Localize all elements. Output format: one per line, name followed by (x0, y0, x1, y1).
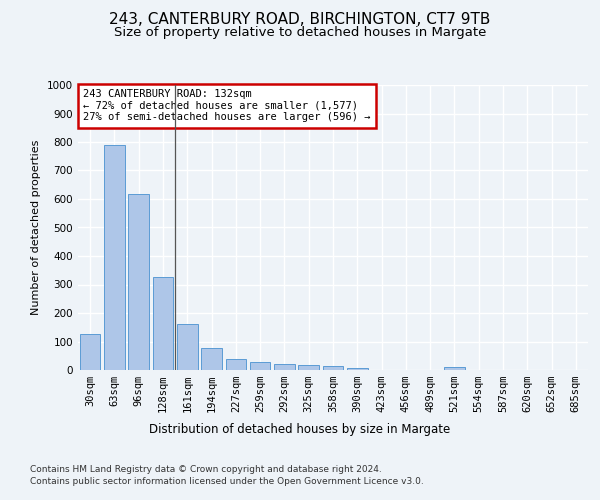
Text: 243 CANTERBURY ROAD: 132sqm
← 72% of detached houses are smaller (1,577)
27% of : 243 CANTERBURY ROAD: 132sqm ← 72% of det… (83, 90, 371, 122)
Bar (347, 368, 368, 370)
Text: Contains public sector information licensed under the Open Government Licence v3: Contains public sector information licen… (30, 478, 424, 486)
Bar (177, 324, 197, 370)
Bar (128, 194, 149, 370)
Bar (226, 358, 246, 370)
Text: Contains HM Land Registry data © Crown copyright and database right 2024.: Contains HM Land Registry data © Crown c… (30, 465, 382, 474)
Bar (104, 145, 125, 370)
Bar (250, 362, 271, 370)
Y-axis label: Number of detached properties: Number of detached properties (31, 140, 41, 315)
Bar (298, 366, 319, 370)
Bar (444, 367, 465, 370)
Text: Size of property relative to detached houses in Margate: Size of property relative to detached ho… (114, 26, 486, 39)
Bar (80, 334, 100, 370)
Bar (274, 364, 295, 370)
Bar (152, 276, 173, 370)
Bar (323, 366, 343, 370)
Text: Distribution of detached houses by size in Margate: Distribution of detached houses by size … (149, 422, 451, 436)
Bar (201, 348, 222, 370)
Text: 243, CANTERBURY ROAD, BIRCHINGTON, CT7 9TB: 243, CANTERBURY ROAD, BIRCHINGTON, CT7 9… (109, 12, 491, 28)
